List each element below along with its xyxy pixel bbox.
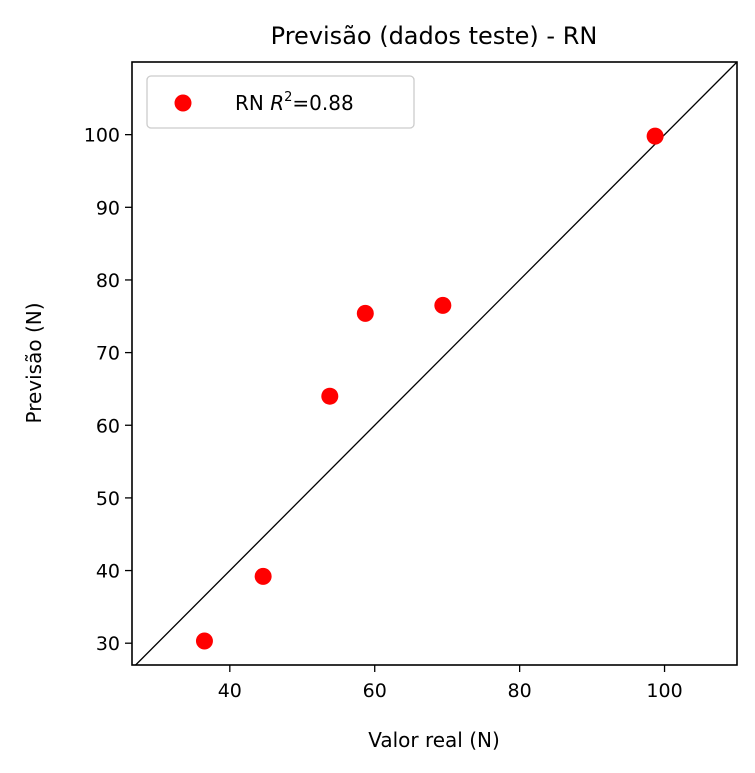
data-point	[356, 304, 374, 322]
y-tick-label: 70	[96, 343, 120, 365]
x-axis-label: Valor real (N)	[368, 728, 500, 752]
plot-frame	[131, 61, 738, 666]
y-axis-label: Previsão (N)	[22, 302, 46, 423]
data-point	[646, 127, 664, 145]
legend-label: RN R2=0.88	[235, 90, 354, 115]
data-point	[254, 567, 272, 585]
x-tick-label: 60	[363, 680, 387, 702]
x-axis-ticks: 40 60 80 100	[218, 665, 683, 702]
y-tick-label: 100	[84, 125, 120, 147]
data-point	[195, 632, 213, 650]
data-point	[321, 387, 339, 405]
y-tick-label: 90	[96, 197, 120, 219]
plot-area	[135, 61, 738, 666]
x-tick-label: 40	[218, 680, 242, 702]
chart-title: Previsão (dados teste) - RN	[271, 22, 598, 50]
data-point	[434, 296, 452, 314]
legend-box	[146, 75, 415, 129]
x-tick-label: 100	[646, 680, 682, 702]
reference-line	[135, 61, 738, 666]
legend-marker	[174, 94, 192, 112]
y-axis-ticks: 30 40 50 60 70 80 90 100	[84, 125, 132, 655]
y-tick-label: 40	[96, 561, 120, 583]
y-tick-label: 50	[96, 488, 120, 510]
legend: RN R2=0.88	[146, 75, 415, 129]
x-tick-label: 80	[508, 680, 532, 702]
y-tick-label: 80	[96, 270, 120, 292]
y-tick-label: 30	[96, 633, 120, 655]
y-tick-label: 60	[96, 415, 120, 437]
